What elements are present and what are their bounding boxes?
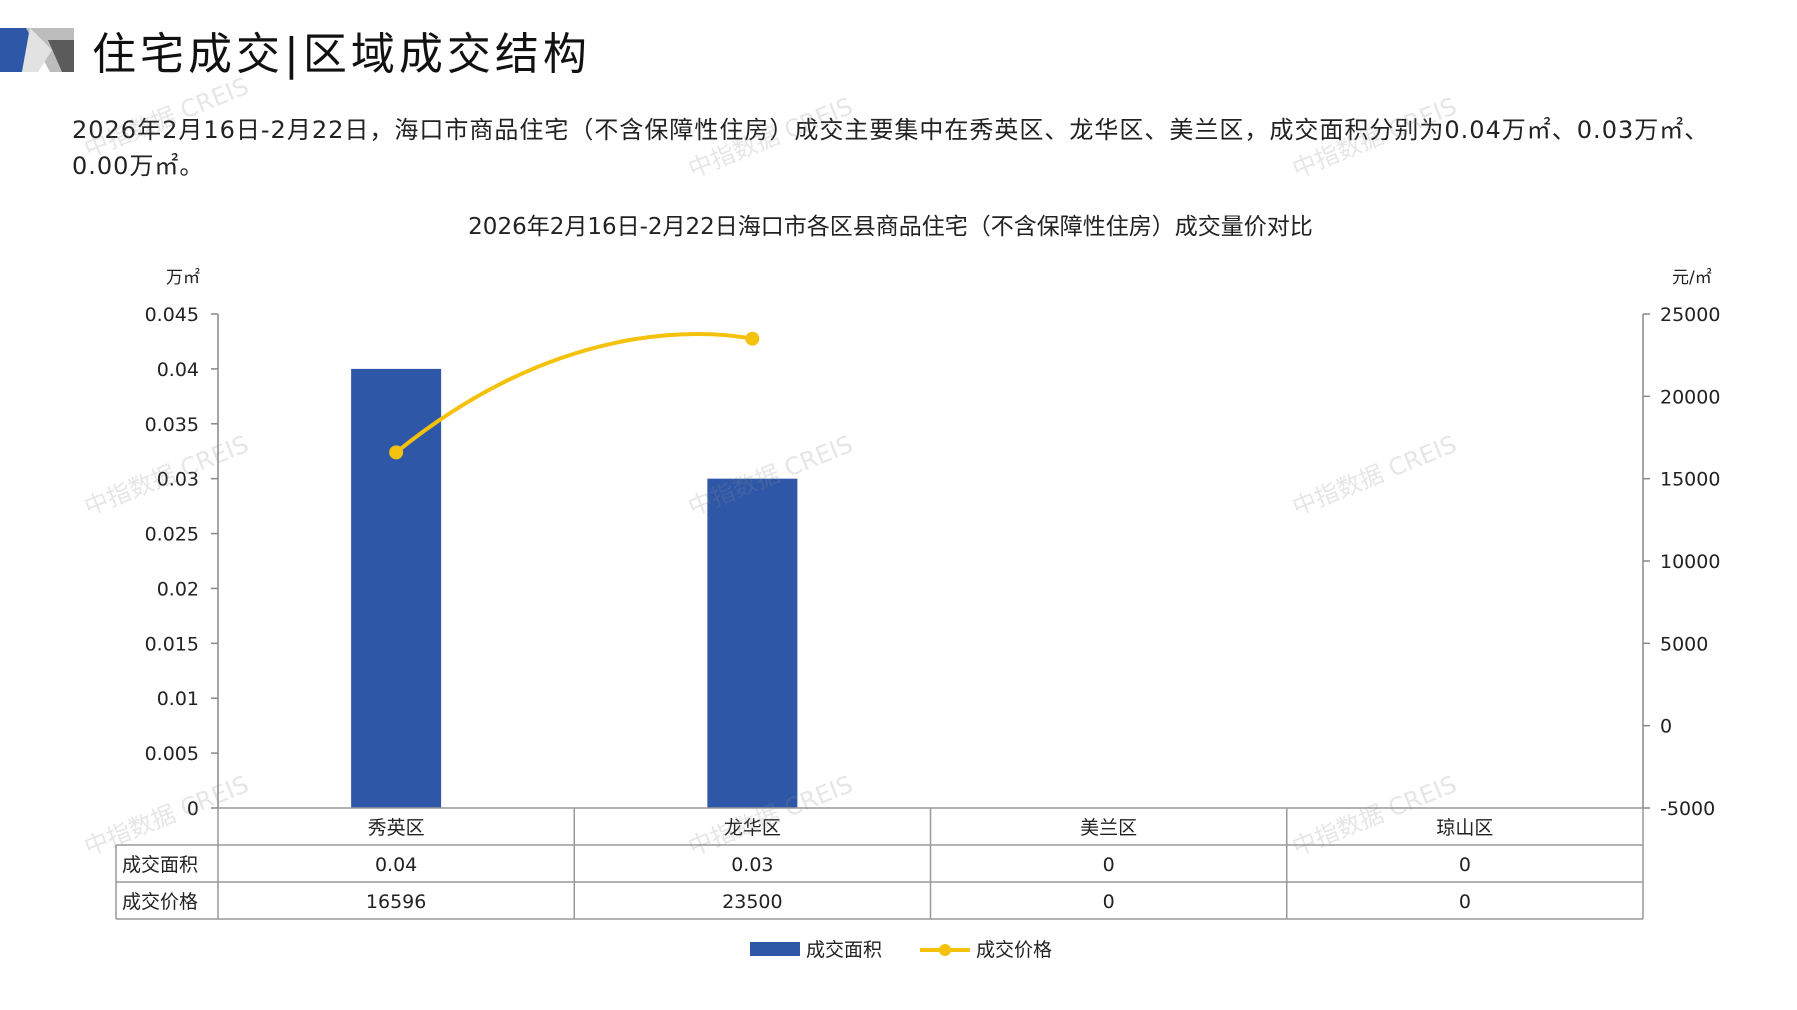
table-value: 0 [1103, 891, 1115, 913]
table-row-label: 成交面积 [122, 854, 198, 876]
y-right-tick-label: 5000 [1660, 633, 1708, 655]
x-tick-label: 琼山区 [1436, 817, 1493, 839]
y-left-tick-label: 0.015 [145, 633, 199, 655]
y-right-tick-label: 20000 [1660, 386, 1720, 408]
y-right-tick-label: 15000 [1660, 469, 1720, 491]
y-left-tick-label: 0.005 [145, 743, 199, 765]
summary-text: 2026年2月16日-2月22日，海口市商品住宅（不含保障性住房）成交主要集中在… [72, 116, 1710, 180]
bar [351, 368, 442, 808]
y-right-tick-label: 25000 [1660, 304, 1720, 326]
y-left-tick-label: 0.025 [145, 524, 199, 546]
line-point [389, 445, 404, 460]
table-value: 0 [1103, 854, 1115, 876]
y-right-tick-label: -5000 [1660, 798, 1715, 820]
series-line [394, 331, 753, 454]
brand-logo [0, 28, 74, 72]
y-left-unit: 万㎡ [166, 268, 200, 288]
bar [707, 478, 798, 808]
x-tick-label: 美兰区 [1080, 817, 1137, 839]
y-left-tick-label: 0.04 [157, 359, 199, 381]
legend-swatch-bar [750, 942, 800, 956]
y-left-tick-label: 0 [187, 798, 199, 820]
x-tick-label: 龙华区 [724, 817, 781, 839]
y-right-unit: 元/㎡ [1672, 268, 1712, 288]
y-right-tick-label: 0 [1660, 716, 1672, 738]
line-point [745, 331, 760, 346]
y-right-tick-label: 10000 [1660, 551, 1720, 573]
legend-label: 成交价格 [976, 939, 1052, 961]
chart-title: 2026年2月16日-2月22日海口市各区县商品住宅（不含保障性住房）成交量价对… [468, 214, 1313, 240]
table-value: 23500 [722, 891, 782, 913]
legend-label: 成交面积 [806, 939, 882, 961]
y-left-tick-label: 0.03 [157, 469, 199, 491]
y-left-tick-label: 0.01 [157, 688, 199, 710]
table-row-label: 成交价格 [122, 891, 198, 913]
x-tick-label: 秀英区 [368, 817, 425, 839]
table-value: 16596 [366, 891, 426, 913]
y-left-tick-label: 0.035 [145, 414, 199, 436]
table-value: 0.04 [375, 854, 417, 876]
table-value: 0 [1459, 891, 1471, 913]
y-left-tick-label: 0.045 [145, 304, 199, 326]
y-left-tick-label: 0.02 [157, 578, 199, 600]
legend-swatch-marker [939, 944, 951, 956]
table-value: 0 [1459, 854, 1471, 876]
page-title: 住宅成交|区域成交结构 [92, 29, 591, 80]
table-value: 0.03 [731, 854, 773, 876]
